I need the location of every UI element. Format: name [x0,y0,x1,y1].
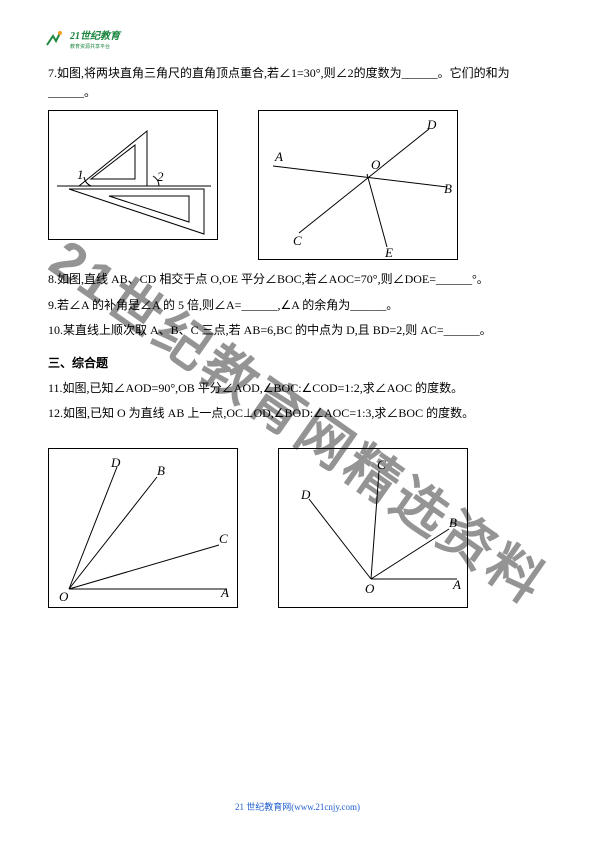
svg-text:B: B [449,515,457,530]
brand-logo-text: 21世纪教育 教育资源共享平台 [70,26,120,50]
q12-figure: A B C D O [278,448,468,608]
brand-tagline: 教育资源共享平台 [70,45,120,50]
brand-logo-icon [44,27,66,49]
q11-prompt: 11.如图,已知∠AOD=90°,OB 平分∠AOD,∠BOC:∠COD=1:2… [48,379,547,398]
q7-prompt: 7.如图,将两块直角三角尺的直角顶点重合,若∠1=30°,则∠2的度数为____… [48,64,547,102]
figure-row-2: A C B D O A B C D O [48,448,547,608]
svg-text:D: D [300,487,311,502]
q8-prompt: 8.如图,直线 AB、CD 相交于点 O,OE 平分∠BOC,若∠AOC=70°… [48,270,547,289]
q7-label-1: 1 [77,167,84,182]
q9-text: 9.若∠A 的补角是∠A 的 5 倍,则∠A=______,∠A 的余角为___… [48,296,547,315]
svg-text:O: O [371,157,381,172]
brand-name: 21世纪教育 [70,31,120,42]
svg-text:C: C [377,457,386,472]
section-3-title: 三、综合题 [48,354,547,373]
svg-text:A: A [274,149,283,164]
svg-text:C: C [293,233,302,248]
brand-logo: 21世纪教育 教育资源共享平台 [44,26,120,50]
q11-figure: A C B D O [48,448,238,608]
svg-text:E: E [384,245,393,260]
svg-text:D: D [426,117,437,132]
svg-text:B: B [157,463,165,478]
svg-text:D: D [110,455,121,470]
svg-text:A: A [220,585,229,600]
page-footer: 21 世纪教育网(www.21cnjy.com) [0,800,595,814]
svg-text:O: O [59,589,69,604]
svg-text:O: O [365,581,375,596]
svg-text:B: B [444,181,452,196]
figure-row-1: 1 2 A B C D E O [48,110,547,260]
page-content: 7.如图,将两块直角三角尺的直角顶点重合,若∠1=30°,则∠2的度数为____… [48,64,547,608]
q10-prompt: 10.某直线上顺次取 A、B、C 三点,若 AB=6,BC 的中点为 D,且 B… [48,321,547,340]
svg-text:C: C [219,531,228,546]
q8-figure: A B C D E O [258,110,458,260]
q7-figure: 1 2 [48,110,218,240]
q12-prompt: 12.如图,已知 O 为直线 AB 上一点,OC⊥OD,∠BOD:∠AOC=1:… [48,404,547,423]
svg-text:A: A [452,577,461,592]
q7-label-2: 2 [157,169,164,184]
